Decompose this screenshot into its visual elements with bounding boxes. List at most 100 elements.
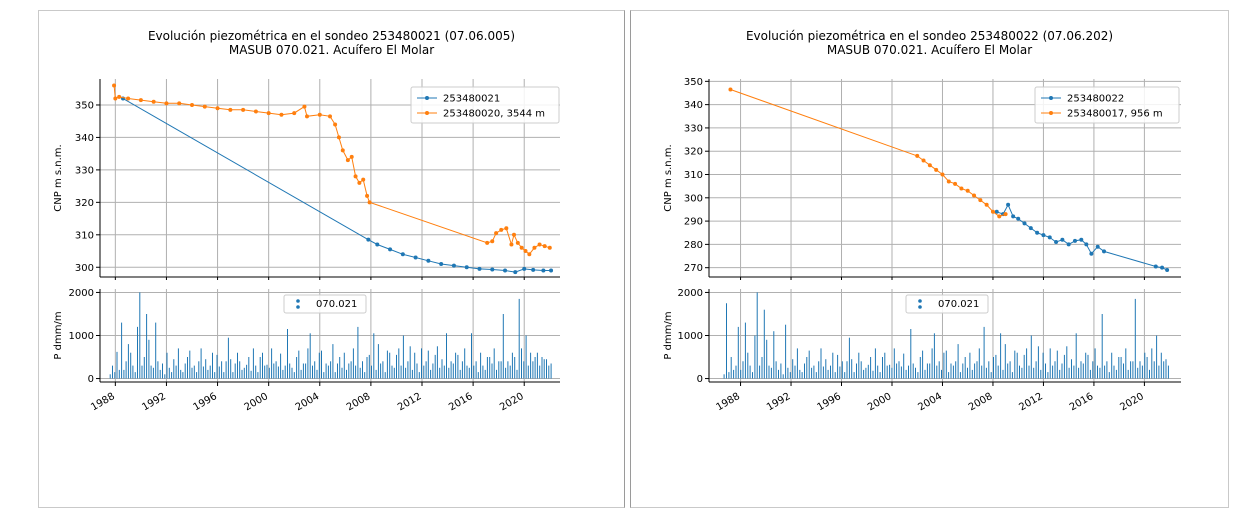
x-tick-label: 2020 [498, 391, 526, 413]
y-axis-label: P dmm/m [663, 311, 674, 359]
data-point [305, 114, 309, 119]
y-tick-label: 310 [684, 170, 703, 181]
data-point [365, 193, 370, 198]
y-tick-label: 2000 [69, 288, 94, 299]
y-tick-label: 280 [684, 240, 703, 251]
legend-box [410, 86, 560, 124]
x-tick-label: 1996 [192, 391, 220, 413]
legend-label: 070.021 [316, 299, 357, 310]
data-point [345, 158, 350, 163]
data-point [279, 112, 284, 117]
data-point [367, 200, 372, 205]
legend-marker [918, 299, 922, 303]
data-point [1160, 265, 1165, 270]
data-point [151, 99, 156, 104]
legend-marker [296, 299, 300, 303]
y-tick-label: 0 [88, 374, 94, 385]
data-point [426, 258, 431, 263]
data-point [1084, 242, 1089, 247]
data-point [228, 107, 233, 112]
data-point [126, 96, 131, 101]
data-point [361, 177, 366, 182]
data-point [190, 102, 194, 107]
data-point [400, 252, 405, 257]
x-tick-label: 2008 [967, 391, 995, 413]
data-point [921, 158, 926, 163]
data-point [413, 255, 418, 260]
data-point [927, 163, 932, 168]
chart-title: Evolución piezométrica en el sondeo 2534… [745, 29, 1114, 43]
data-point [527, 252, 532, 257]
x-tick-label: 1992 [765, 391, 793, 413]
legend-marker [296, 305, 300, 309]
data-point [117, 94, 122, 99]
legend-label: 070.021 [938, 299, 979, 310]
legend-marker [1049, 96, 1053, 100]
data-point [1153, 264, 1158, 269]
x-tick-label: 1988 [89, 391, 117, 413]
data-point [522, 266, 527, 271]
x-tick-label: 1996 [815, 391, 843, 413]
x-tick-label: 2012 [396, 391, 424, 413]
data-point [523, 249, 528, 254]
data-point [509, 242, 514, 247]
data-point [1006, 202, 1011, 207]
data-point [366, 237, 371, 242]
data-point [1079, 237, 1084, 242]
right-chart-panel: Evolución piezométrica en el sondeo 2534… [630, 10, 1229, 508]
data-point [934, 167, 939, 172]
y-tick-label: 340 [684, 100, 703, 111]
data-point [1022, 221, 1027, 226]
data-point [375, 242, 380, 247]
y-tick-label: 350 [684, 77, 703, 88]
data-point [113, 96, 118, 101]
x-tick-label: 2012 [1017, 391, 1045, 413]
data-point [1095, 244, 1100, 249]
data-point [1011, 214, 1016, 219]
data-point [1003, 212, 1008, 217]
data-point [537, 242, 542, 247]
data-point [357, 180, 362, 185]
x-tick-label: 2016 [447, 391, 475, 413]
legend-marker [1049, 111, 1053, 115]
data-point [1047, 235, 1052, 240]
data-point [1089, 251, 1094, 256]
x-tick-label: 2004 [294, 391, 322, 413]
data-point [302, 104, 307, 109]
series-line [996, 203, 1168, 271]
data-point [1072, 238, 1077, 243]
data-point [138, 98, 143, 103]
data-point [328, 114, 332, 119]
data-point [1028, 226, 1033, 231]
data-point [202, 104, 207, 109]
data-point [513, 270, 518, 275]
y-tick-label: 1000 [678, 331, 703, 342]
data-point [1041, 233, 1046, 238]
data-point [728, 87, 733, 92]
series-line [730, 89, 1006, 217]
legend-box [905, 294, 989, 314]
y-tick-label: 270 [684, 263, 703, 274]
data-point [994, 209, 999, 214]
legend-label: 253480021 [443, 94, 500, 105]
data-point [512, 232, 516, 237]
chart-svg-right: 270 280 290 300 310 320 330 340 350 CNP m s.n.m. 2… [663, 77, 1181, 413]
legend-label: 253480017, 956 m [1067, 109, 1163, 120]
legend-marker [918, 305, 922, 309]
legend-label: 253480020, 3544 m [443, 109, 545, 120]
data-point [333, 122, 338, 127]
data-point [241, 107, 246, 112]
data-point [519, 245, 524, 250]
y-tick-label: 300 [684, 193, 703, 204]
chart-subtitle: MASUB 070.021. Acuífero El Molar [826, 43, 1033, 57]
data-point [215, 106, 220, 111]
data-point [946, 179, 951, 184]
data-point [1165, 268, 1170, 273]
data-point [959, 186, 964, 191]
y-tick-label: 320 [75, 198, 94, 209]
data-point [1060, 237, 1065, 242]
legend-marker [425, 111, 429, 115]
y-tick-label: 300 [75, 263, 94, 274]
data-point [1054, 240, 1059, 245]
chart-subtitle: MASUB 070.021. Acuífero El Molar [228, 43, 435, 57]
